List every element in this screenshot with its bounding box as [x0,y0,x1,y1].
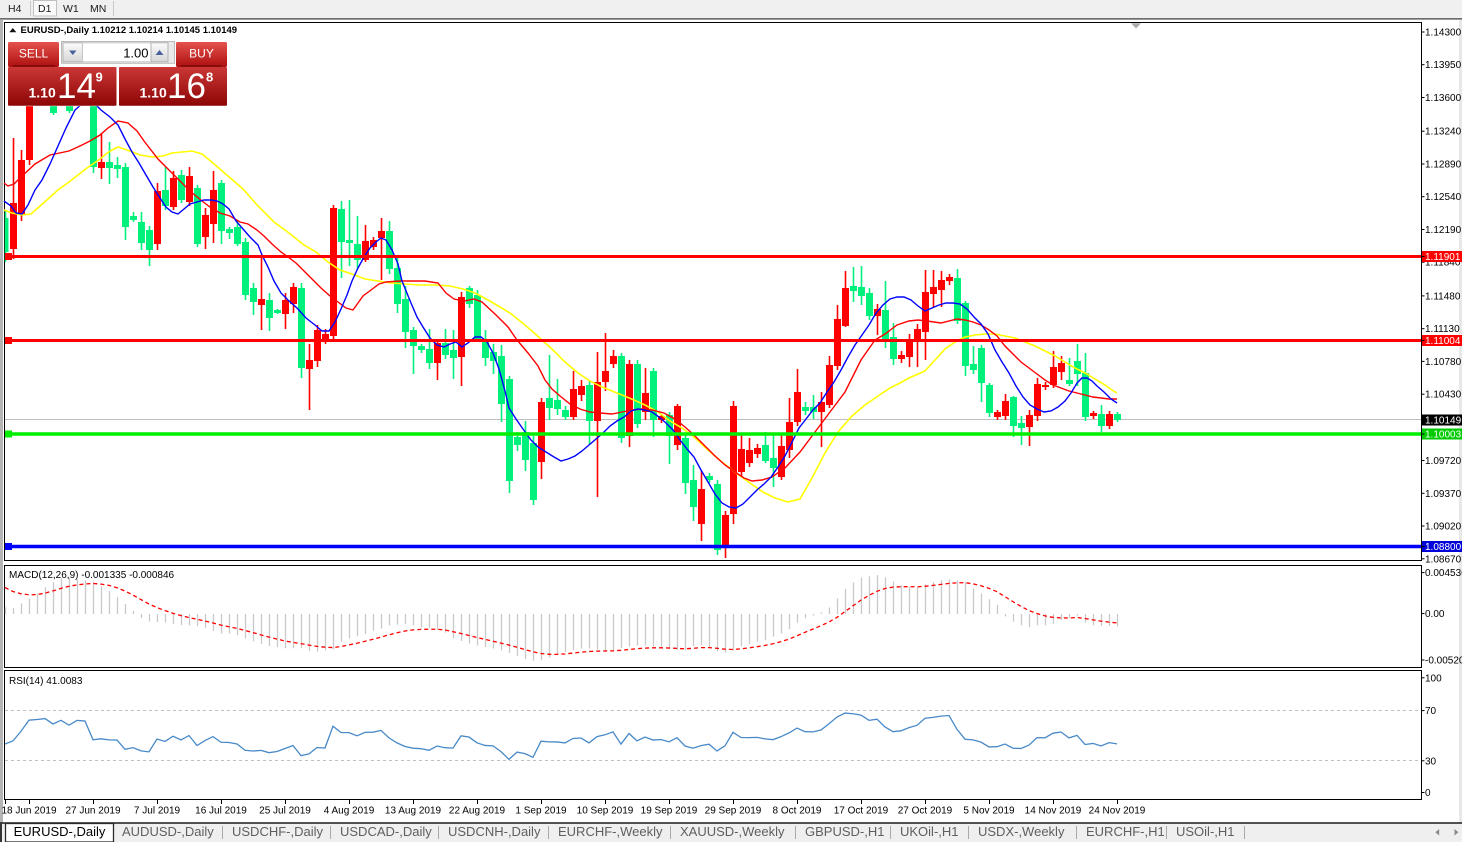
svg-text:USDCNH-,Daily: USDCNH-,Daily [448,824,541,839]
svg-text:EURCHF-,Weekly: EURCHF-,Weekly [558,824,663,839]
svg-text:EURCHF-,H1: EURCHF-,H1 [1086,824,1165,839]
svg-text:RSI(14) 41.0083: RSI(14) 41.0083 [9,676,83,687]
svg-text:USDX-,Weekly: USDX-,Weekly [978,824,1065,839]
svg-text:1 Sep 2019: 1 Sep 2019 [515,806,567,817]
svg-text:19 Sep 2019: 19 Sep 2019 [641,806,698,817]
svg-text:25 Jul 2019: 25 Jul 2019 [259,806,311,817]
svg-text:1.13240: 1.13240 [1425,127,1462,138]
svg-text:1.11130: 1.11130 [1425,324,1460,335]
svg-text:1.14300: 1.14300 [1425,28,1462,39]
svg-text:USDCHF-,Daily: USDCHF-,Daily [232,824,324,839]
svg-text:H4: H4 [8,3,22,15]
svg-text:13 Aug 2019: 13 Aug 2019 [385,806,442,817]
svg-text:1.10780: 1.10780 [1425,357,1462,368]
svg-text:7 Jul 2019: 7 Jul 2019 [134,806,181,817]
svg-text:8 Oct 2019: 8 Oct 2019 [773,806,822,817]
svg-text:24 Nov 2019: 24 Nov 2019 [1089,806,1146,817]
svg-text:MN: MN [90,3,106,15]
svg-text:1.10003: 1.10003 [1425,430,1462,441]
svg-text:1.12190: 1.12190 [1425,225,1462,236]
svg-text:1.11480: 1.11480 [1425,291,1461,302]
svg-text:-0.005205: -0.005205 [1425,656,1462,667]
svg-text:14 Nov 2019: 14 Nov 2019 [1025,806,1082,817]
svg-text:16: 16 [167,67,206,106]
svg-text:1.10149: 1.10149 [1425,416,1462,427]
svg-text:1.13600: 1.13600 [1425,93,1462,104]
svg-text:1.09370: 1.09370 [1425,489,1462,500]
svg-text:1.10: 1.10 [140,85,167,101]
svg-text:0: 0 [1425,788,1431,799]
svg-text:18 Jun 2019: 18 Jun 2019 [1,806,56,817]
svg-text:USOil-,H1: USOil-,H1 [1176,824,1235,839]
svg-text:BUY: BUY [189,47,214,61]
svg-text:USDCAD-,Daily: USDCAD-,Daily [340,824,432,839]
svg-text:5 Nov 2019: 5 Nov 2019 [963,806,1015,817]
svg-text:XAUUSD-,Weekly: XAUUSD-,Weekly [680,824,785,839]
svg-text:8: 8 [206,70,213,85]
svg-text:1.11840: 1.11840 [1425,258,1461,269]
svg-text:1.09720: 1.09720 [1425,456,1462,467]
svg-text:22 Aug 2019: 22 Aug 2019 [449,806,506,817]
svg-text:14: 14 [57,67,96,106]
svg-text:UKOil-,H1: UKOil-,H1 [900,824,959,839]
svg-text:4 Aug 2019: 4 Aug 2019 [324,806,375,817]
svg-text:1.10430: 1.10430 [1425,390,1462,401]
svg-text:27 Jun 2019: 27 Jun 2019 [65,806,120,817]
svg-text:1.09020: 1.09020 [1425,522,1462,533]
svg-text:1.11004: 1.11004 [1425,336,1461,347]
svg-text:GBPUSD-,H1: GBPUSD-,H1 [805,824,884,839]
svg-text:D1: D1 [38,3,52,15]
svg-text:70: 70 [1425,706,1437,717]
svg-text:1.13950: 1.13950 [1425,60,1462,71]
svg-text:1.12890: 1.12890 [1425,160,1462,171]
svg-text:1.08670: 1.08670 [1425,554,1462,565]
svg-text:0.004536: 0.004536 [1425,568,1462,579]
svg-text:29 Sep 2019: 29 Sep 2019 [705,806,762,817]
svg-text:16 Jul 2019: 16 Jul 2019 [195,806,247,817]
svg-text:1.08800: 1.08800 [1425,542,1462,553]
svg-text:17 Oct 2019: 17 Oct 2019 [834,806,889,817]
svg-text:9: 9 [96,70,103,85]
svg-text:EURUSD-,Daily 1.10212 1.10214: EURUSD-,Daily 1.10212 1.10214 1.10145 1.… [21,25,238,36]
svg-text:MACD(12,26,9) -0.001335 -0.000: MACD(12,26,9) -0.001335 -0.000846 [9,570,175,581]
svg-text:AUDUSD-,Daily: AUDUSD-,Daily [122,824,214,839]
svg-text:1.12540: 1.12540 [1425,192,1462,203]
svg-text:0.00: 0.00 [1425,609,1445,620]
svg-text:1.00: 1.00 [123,46,148,61]
svg-text:1.11901: 1.11901 [1425,252,1461,263]
svg-text:1.10: 1.10 [29,85,56,101]
svg-text:W1: W1 [63,3,79,15]
svg-text:30: 30 [1425,756,1437,767]
svg-text:10 Sep 2019: 10 Sep 2019 [577,806,634,817]
svg-text:SELL: SELL [19,47,49,61]
svg-text:100: 100 [1425,673,1442,684]
svg-text:27 Oct 2019: 27 Oct 2019 [898,806,953,817]
svg-text:EURUSD-,Daily: EURUSD-,Daily [14,824,106,839]
